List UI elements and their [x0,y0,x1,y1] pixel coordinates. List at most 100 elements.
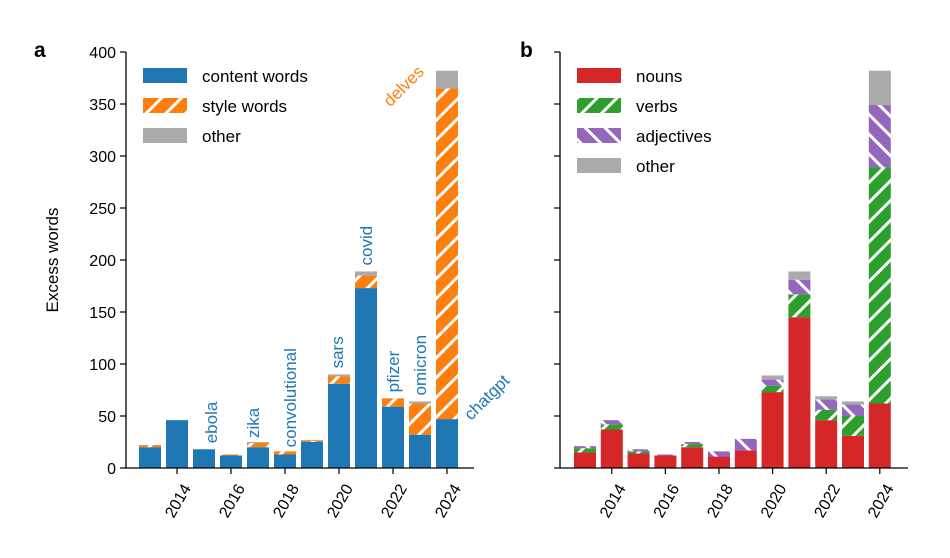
legend-label-nouns: nouns [636,67,682,86]
x-tick-label: 2020 [758,481,791,520]
bar-adjectives-2014 [600,420,623,425]
bar-other-2023 [409,401,431,404]
bar-verbs-2024 [868,167,891,404]
bar-verbs-2014 [600,424,623,430]
bar-style-words-2018 [274,451,296,455]
x-tick-label: 2020 [324,481,357,520]
x-tick-label: 2024 [432,481,465,520]
bar-nouns-2022 [815,420,838,468]
y-tick-label: 50 [98,409,116,426]
legend-swatch-style-words [143,98,187,113]
bar-content-words-2018 [274,454,296,468]
y-axis-title: Excess words [43,208,62,313]
panel-b: b 2014 2016 2018 2020 2022 2024 nouns verbs adjec… [520,39,908,521]
bar-other-2021 [355,271,377,276]
bar-nouns-2017 [681,447,704,468]
bar-style-words-2020 [328,376,350,384]
bar-style-words-2024 [436,88,458,420]
bar-verbs-2021 [788,294,811,318]
bar-nouns-2013 [574,452,596,468]
legend-swatch-adjectives [577,128,621,143]
legend-label-content-words: content words [202,67,308,86]
annotation-pfizer: pfizer [384,350,403,392]
bar-content-words-2019 [301,442,323,468]
bar-other-2019 [301,439,323,441]
legend-swatch-other [577,158,621,173]
bar-adjectives-2020 [761,379,784,386]
legend-swatch-content-words [143,68,187,83]
bar-other-2023 [842,401,864,405]
x-tick-label: 2024 [865,481,898,520]
bar-style-words-2013 [139,445,161,448]
bar-content-words-2014 [166,420,188,468]
bar-adjectives-2022 [815,399,838,410]
annotation-covid: covid [357,226,376,266]
panel-label-a: a [34,39,46,62]
bar-other-2024 [436,70,458,89]
bar-content-words-2020 [328,383,350,468]
bar-adjectives-2018 [708,451,730,457]
panel-label-b: b [520,39,533,62]
x-tick-label: 2018 [270,481,303,520]
bar-adjectives-2017 [681,442,704,445]
bar-style-words-2021 [355,275,377,289]
bar-nouns-2020 [761,392,784,468]
bar-verbs-2023 [842,416,864,436]
bar-other-2017 [247,442,269,444]
y-tick-label: 100 [89,357,116,374]
legend-label-verbs: verbs [636,97,678,116]
x-tick-label: 2022 [378,481,411,520]
bar-adjectives-2016 [654,454,677,456]
x-tick-label: 2022 [812,481,845,520]
y-tick-label: 400 [89,45,116,62]
y-tick-label: 350 [89,97,116,114]
bar-adjectives-2021 [788,279,811,295]
bar-nouns-2021 [788,317,811,468]
x-tick-label: 2018 [704,481,737,520]
y-tick-label: 150 [89,305,116,322]
bar-content-words-2022 [382,406,404,468]
bar-other-2024 [868,70,891,106]
bar-style-words-2022 [382,398,404,407]
bar-content-words-2015 [193,449,215,468]
bar-verbs-2020 [761,385,784,393]
annotation-chatgpt: chatgpt [460,371,513,424]
bar-other-2020 [328,374,350,377]
bar-verbs-2013 [574,448,596,453]
bar-other-2022 [815,396,838,400]
y-tick-label: 200 [89,253,116,270]
bar-nouns-2024 [868,403,891,468]
bar-adjectives-2024 [868,105,891,168]
x-tick-label: 2016 [651,481,684,520]
bar-adjectives-2019 [734,438,757,451]
annotation-omicron: omicron [411,335,430,395]
bar-content-words-2017 [247,447,269,468]
x-tick-label: 2016 [216,481,249,520]
bar-verbs-2015 [627,451,650,454]
bar-verbs-2022 [815,409,838,421]
bar-style-words-2016 [220,454,242,456]
bar-content-words-2021 [355,288,377,468]
legend-swatch-nouns [577,68,621,83]
bar-adjectives-2015 [627,449,650,452]
bar-nouns-2015 [627,453,650,468]
legend-label-other: other [636,157,675,176]
bar-nouns-2019 [734,450,757,468]
annotation-convolutional: convolutional [281,348,300,447]
bar-style-words-2017 [247,443,269,448]
bar-nouns-2023 [842,435,864,468]
bar-content-words-2016 [220,455,242,468]
bar-other-2020 [761,375,784,380]
y-tick-label: 250 [89,201,116,218]
bar-content-words-2023 [409,434,431,468]
bar-nouns-2014 [600,429,623,468]
legend-label-style-words: style words [202,97,287,116]
bar-adjectives-2023 [842,404,864,416]
annotation-ebola: ebola [202,401,221,443]
bar-other-2021 [788,271,811,280]
legend-swatch-verbs [577,98,621,113]
annotation-delves: delves [380,62,428,110]
x-tick-label: 2014 [597,481,630,520]
bar-style-words-2019 [301,440,323,442]
